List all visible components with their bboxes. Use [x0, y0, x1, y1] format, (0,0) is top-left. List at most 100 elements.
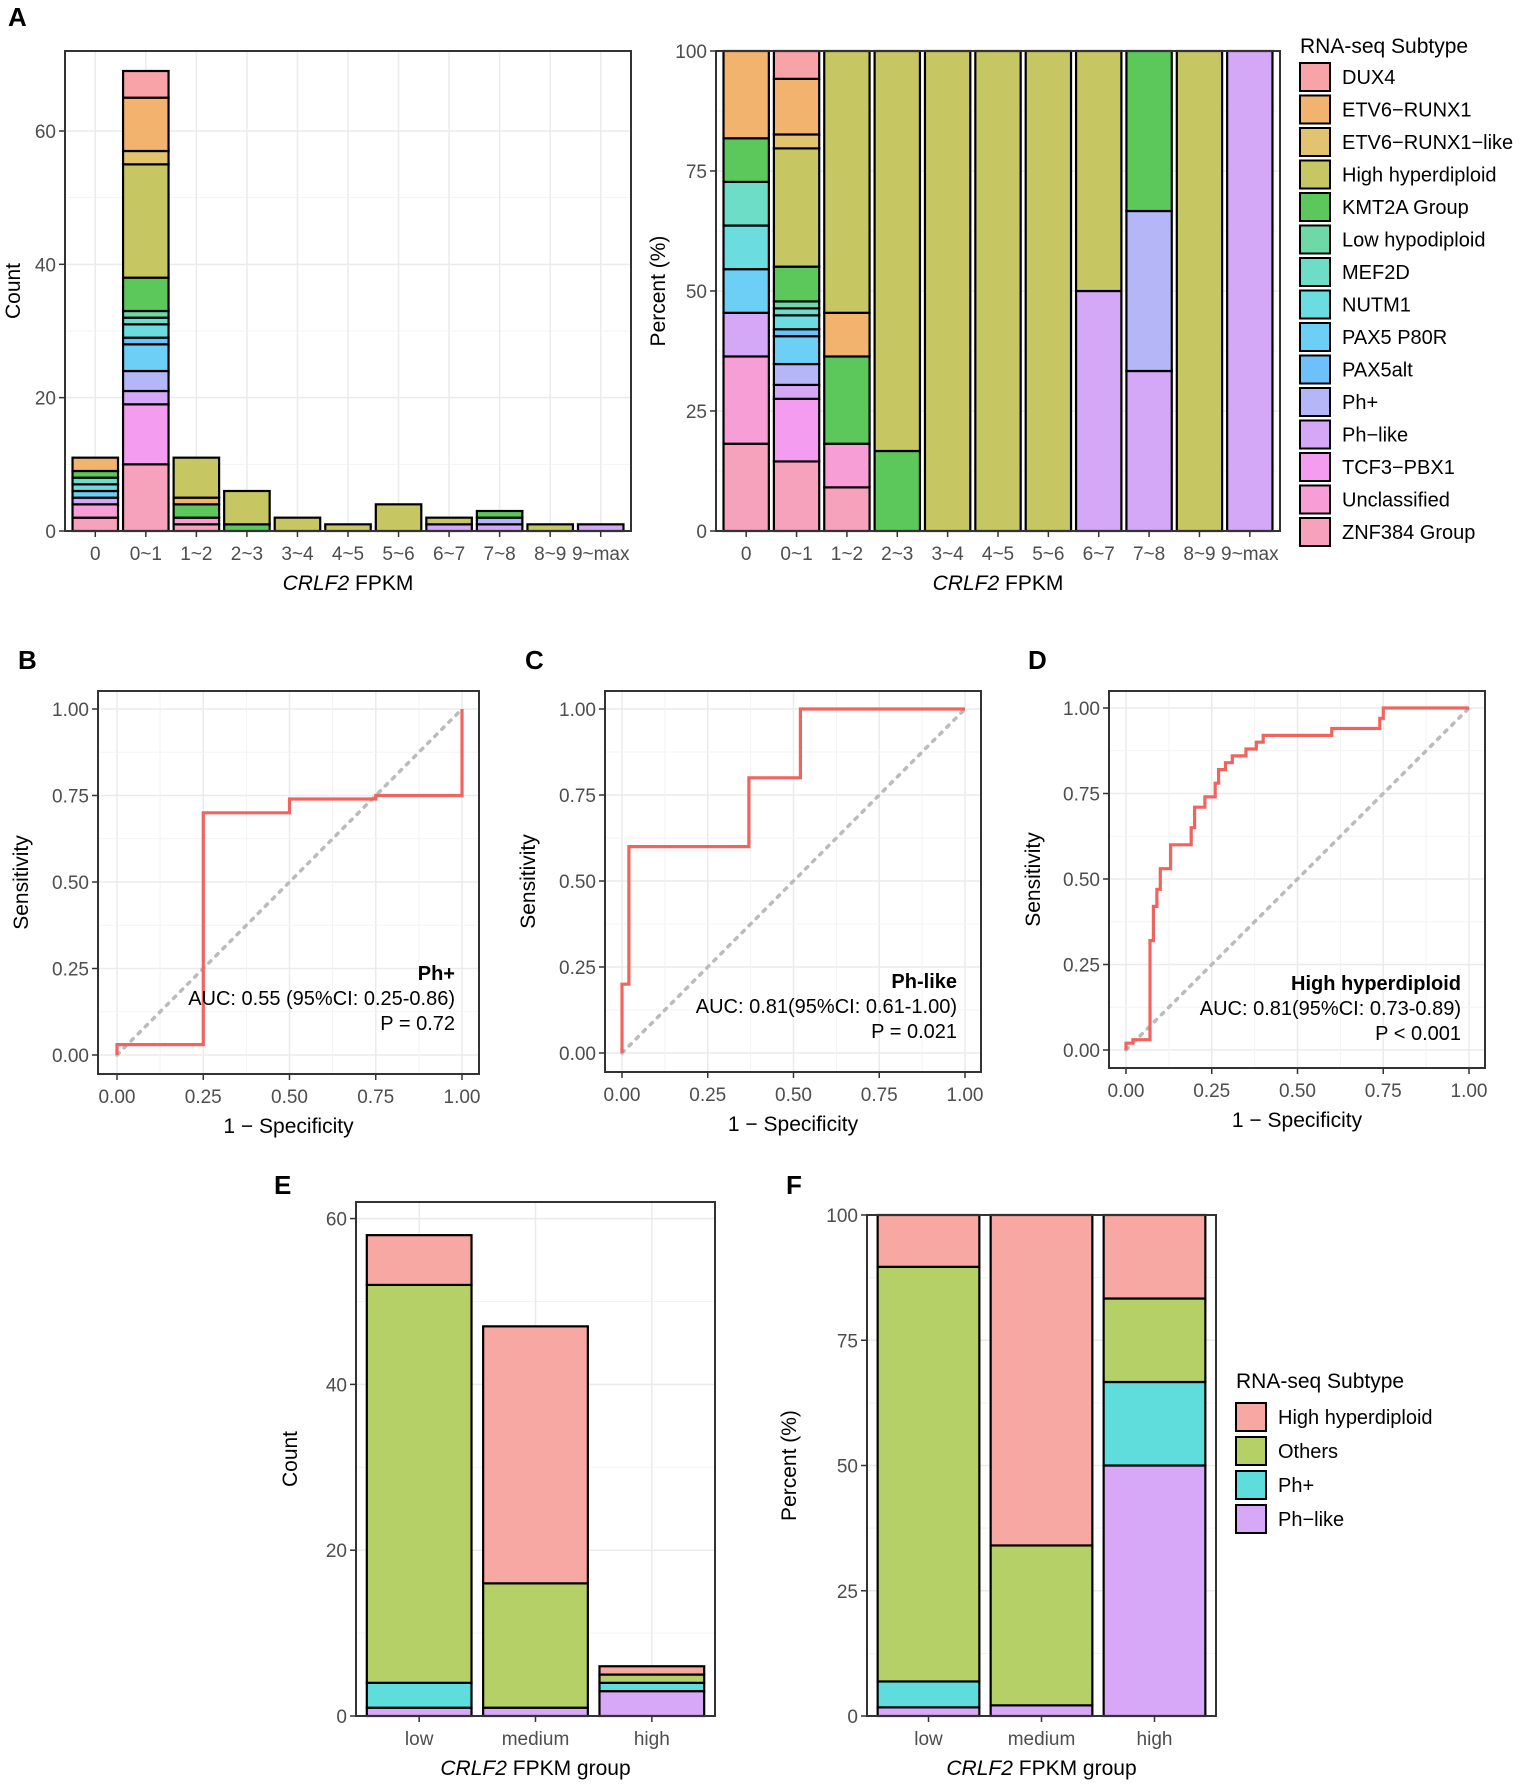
x-axis-title-E: CRLF2 FPKM group	[440, 1757, 630, 1780]
x-axis-title-F: CRLF2 FPKM group	[946, 1757, 1136, 1780]
y-tick-label: 1.00	[559, 700, 596, 721]
bar-segment-1-2-kmt2a-group	[172, 503, 221, 519]
bar-segment-high-others	[598, 1673, 706, 1684]
roc-curve-b	[115, 709, 464, 1055]
legend-key-nutm1	[1299, 289, 1331, 320]
x-tick-label-0: 0	[90, 544, 101, 565]
bar-segment-high-ph-like	[598, 1690, 706, 1718]
legend-a: RNA-seq Subtype DUX4 ETV6−RUNX1 ETV6−RUNX1−…	[1299, 35, 1513, 547]
x-tick-label-7-8: 7~8	[484, 544, 516, 565]
x-tick-label-1-2: 1~2	[180, 544, 212, 565]
x-tick-label-3-4: 3~4	[281, 544, 314, 565]
legend-key-mef2d	[1299, 257, 1331, 287]
y-tick-label: 0.00	[52, 1046, 89, 1067]
y-axis-title-F: Percent (%)	[778, 1410, 801, 1521]
bar-segment-high-high-hyperdiploid	[1102, 1213, 1207, 1300]
y-tick-label: 0	[45, 522, 56, 543]
bar-segment-0-1-ph	[121, 369, 170, 393]
roc-curve-c	[620, 707, 965, 1053]
x-tick-label-medium: medium	[1008, 1729, 1076, 1750]
reference-diagonal	[1124, 706, 1471, 1052]
legend-key-pax5-p80r	[1299, 322, 1331, 352]
x-axis-title-B: 1 − Specificity	[223, 1115, 354, 1138]
x-tick-label-high: high	[1137, 1729, 1173, 1750]
x-tick-label-4-5: 4~5	[982, 544, 1014, 565]
x-tick-label-2-3: 2~3	[231, 544, 263, 565]
y-tick-label: 40	[326, 1375, 347, 1396]
bar-segment-low-ph	[365, 1681, 473, 1709]
bar-segment-3-4-high-hyperdiploid	[273, 516, 322, 533]
bar-segment-0-1-nutm1	[121, 323, 170, 339]
x-axis-title-C: 1 − Specificity	[728, 1113, 859, 1136]
bar-segment-medium-ph-like	[482, 1706, 589, 1718]
y-tick-label: 75	[686, 162, 707, 183]
bar-segment-low-ph	[876, 1680, 981, 1709]
x-tick-label-5-6: 5~6	[382, 544, 414, 565]
legend-key-ph	[1299, 387, 1331, 417]
bar-segment-7-8-kmt2a-group	[475, 509, 524, 519]
panel-label-e: E	[274, 1170, 291, 1200]
bar-segment-low-high-hyperdiploid	[876, 1213, 981, 1268]
y-tick-label: 100	[675, 42, 707, 63]
bar-segment-low-high-hyperdiploid	[365, 1234, 473, 1287]
bar-segment-medium-ph-like	[989, 1704, 1094, 1718]
bar-segment-medium-high-hyperdiploid	[989, 1213, 1094, 1547]
x-tick-label-low: low	[914, 1729, 943, 1750]
y-axis-title-C: Sensitivity	[517, 834, 540, 929]
x-tick-label-6-7: 6~7	[1083, 544, 1115, 565]
bar-segment-1-2-znf384-group	[823, 486, 871, 533]
bar-segment-medium-others	[482, 1582, 589, 1709]
legend-label-low-hypodiploid: Low hypodiploid	[1342, 230, 1485, 252]
bar-segment-0-1-etv6-runx1-like	[772, 133, 821, 150]
x-tick-label: 1.00	[444, 1087, 481, 1108]
y-tick-label: 20	[326, 1541, 347, 1562]
y-tick-label: 0.00	[559, 1044, 596, 1065]
panel-label-c: C	[525, 645, 544, 675]
bar-segment-2-3-kmt2a-group	[873, 449, 922, 533]
roc-chart-ph-plus: 0.00 0.25 0.50 0.75 1.00 0.00 0.25 0.50 0.75 1.00…	[10, 690, 481, 1138]
bar-segment-0-1-etv6-runx1-like	[121, 149, 170, 166]
x-tick-label-0: 0	[741, 544, 752, 565]
x-tick-label-3-4: 3~4	[932, 544, 965, 565]
y-tick-label: 0.50	[1063, 870, 1100, 891]
legend-label-unclassified: Unclassified	[1342, 490, 1450, 512]
x-axis-title-D: 1 − Specificity	[1232, 1109, 1363, 1132]
x-tick-label-0-1: 0~1	[130, 544, 162, 565]
x-tick-label: 0.50	[775, 1085, 812, 1106]
legend-label-tcf3-pbx1: TCF3−PBX1	[1342, 457, 1455, 479]
y-tick-label: 0.25	[1063, 956, 1100, 977]
y-tick-label: 0.75	[52, 787, 89, 808]
x-tick-label: 0.50	[1279, 1081, 1316, 1102]
x-tick-label: 0.00	[604, 1085, 641, 1106]
bar-segment-7-8-ph-like	[1125, 369, 1173, 533]
bar-segment-low-ph-like	[876, 1706, 981, 1718]
bar-segment-1-2-high-hyperdiploid	[172, 456, 221, 499]
legend-label-e-others: Others	[1278, 1441, 1338, 1463]
y-axis-title-A2: Percent (%)	[647, 236, 670, 347]
legend-key-etv6-runx1	[1299, 94, 1331, 125]
bar-segment-medium-others	[989, 1544, 1094, 1707]
bar-segment-0-1-znf384-group	[121, 463, 170, 533]
bar-segment-0-nutm1	[722, 224, 770, 271]
legend-key-unclassified	[1299, 484, 1331, 515]
bar-segment-5-6-high-hyperdiploid	[374, 503, 423, 533]
x-tick-label-4-5: 4~5	[332, 544, 364, 565]
p-value-annotation: P = 0.72	[380, 1013, 455, 1035]
bar-segment-7-8-kmt2a-group	[1125, 49, 1173, 213]
legend-key-etv6-runx1-like	[1299, 127, 1331, 157]
legend-label-etv6-runx1: ETV6−RUNX1	[1342, 100, 1472, 122]
legend-title: RNA-seq Subtype	[1300, 35, 1468, 58]
p-value-annotation: P = 0.021	[871, 1021, 957, 1043]
x-tick-label-high: high	[634, 1729, 670, 1750]
y-tick-label: 50	[837, 1457, 858, 1478]
roc-subtitle: Ph+	[418, 963, 455, 985]
bar-segment-7-8-ph	[1125, 209, 1173, 373]
bar-segment-1-2-high-hyperdiploid	[823, 49, 871, 314]
roc-subtitle: High hyperdiploid	[1291, 973, 1461, 995]
bar-segment-0-znf384-group	[71, 516, 120, 533]
y-tick-label: 0.75	[559, 786, 596, 807]
y-tick-label: 0	[696, 522, 707, 543]
legend-key-dux4	[1299, 62, 1331, 92]
x-tick-label: 0.25	[689, 1085, 726, 1106]
x-tick-label: 0.75	[1365, 1081, 1402, 1102]
